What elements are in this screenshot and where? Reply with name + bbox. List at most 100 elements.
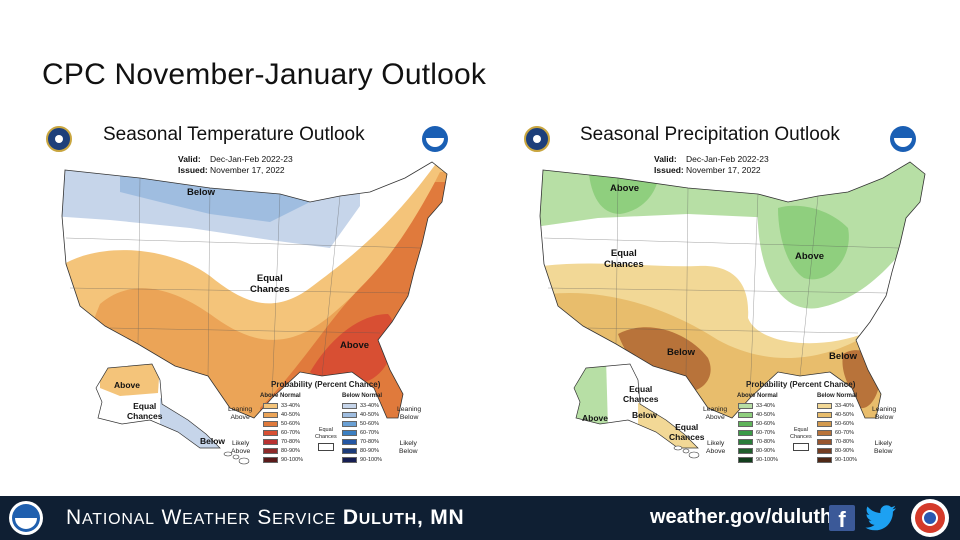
legend-row-below: 70-80% xyxy=(342,438,379,445)
legend-leaning-below: Leaning Below xyxy=(397,406,422,421)
legend-equal-chances: Equal Chances xyxy=(315,427,337,440)
label-above-great-lakes: Above xyxy=(795,251,825,262)
legend-range-label: 90-100% xyxy=(281,456,304,463)
footer-bar: NATIONAL WEATHER SERVICE DULUTH, MN weat… xyxy=(0,496,960,540)
issued-label: Issued: xyxy=(654,165,684,175)
legend-row-below: 33-40% xyxy=(342,402,379,409)
label-ak-below: Below xyxy=(632,410,658,420)
legend-range-label: 40-50% xyxy=(756,411,775,418)
legend-row-above: 80-90% xyxy=(263,447,300,454)
legend-row-above: 70-80% xyxy=(263,438,300,445)
label-below-southwest: Below xyxy=(667,347,695,358)
temperature-valid-block: Valid: Dec-Jan-Feb 2022-23 Issued: Novembe… xyxy=(178,154,293,176)
legend-title: Probability (Percent Chance) xyxy=(746,380,856,389)
legend-range-label: 90-100% xyxy=(360,456,383,463)
legend-swatch xyxy=(263,429,278,436)
legend-swatch xyxy=(342,456,357,463)
legend-range-label: 80-90% xyxy=(756,447,775,454)
commerce-seal-icon xyxy=(524,126,550,152)
legend-equal-swatch xyxy=(793,443,809,451)
legend-range-label: 60-70% xyxy=(281,429,300,436)
precipitation-panel-title: Seasonal Precipitation Outlook xyxy=(580,124,840,145)
legend-row-below: 50-60% xyxy=(817,420,854,427)
equal-chances-line2: Chances xyxy=(250,284,290,295)
temperature-outlook-panel: Seasonal Temperature Outlook Valid: Dec-J… xyxy=(10,118,485,490)
legend-swatch xyxy=(342,447,357,454)
label-below-southeast: Below xyxy=(829,351,857,362)
legend-equal-chances: Equal Chances xyxy=(790,427,812,440)
slide-title: CPC November-January Outlook xyxy=(42,58,487,91)
label-ak-below: Below xyxy=(200,436,226,446)
legend-row-above: 33-40% xyxy=(263,402,300,409)
label-ak-equal-chances: Equal Chances xyxy=(623,384,658,404)
legend-row-below: 70-80% xyxy=(817,438,854,445)
legend-row-below: 90-100% xyxy=(342,456,382,463)
legend-range-label: 70-80% xyxy=(360,438,379,445)
issued-value: November 17, 2022 xyxy=(686,165,761,175)
legend-row-above: 70-80% xyxy=(738,438,775,445)
legend-range-label: 70-80% xyxy=(756,438,775,445)
temperature-map xyxy=(61,161,448,465)
legend-swatch xyxy=(817,447,832,454)
label-ak-above: Above xyxy=(114,380,140,390)
legend-swatch xyxy=(817,411,832,418)
label-ak-above: Above xyxy=(582,413,608,423)
precipitation-valid-block: Valid: Dec-Jan-Feb 2022-23 Issued: Novembe… xyxy=(654,154,769,176)
legend-likely-above: Likely Above xyxy=(231,440,251,455)
legend-row-above: 90-100% xyxy=(738,456,778,463)
legend-row-below: 80-90% xyxy=(342,447,379,454)
legend-row-above: 40-50% xyxy=(738,411,775,418)
legend-row-above: 60-70% xyxy=(263,429,300,436)
label-hi-equal-chances: Equal Chances xyxy=(669,422,704,442)
equal-chances-line1: Equal xyxy=(256,273,283,284)
label-below-north: Below xyxy=(187,187,215,198)
legend-swatch xyxy=(263,420,278,427)
legend-row-above: 33-40% xyxy=(738,402,775,409)
legend-swatch xyxy=(342,429,357,436)
legend-range-label: 33-40% xyxy=(756,402,775,409)
legend-row-above: 90-100% xyxy=(263,456,303,463)
legend-row-below: 80-90% xyxy=(817,447,854,454)
precipitation-map xyxy=(539,161,926,459)
equal-chances-line1: Equal xyxy=(610,248,637,259)
ak-equal-line2: Chances xyxy=(623,394,659,404)
precipitation-legend: Probability (Percent Chance) Above Norma… xyxy=(700,380,910,485)
temperature-panel-title: Seasonal Temperature Outlook xyxy=(103,124,365,145)
legend-range-label: 70-80% xyxy=(281,438,300,445)
noaa-logo-icon xyxy=(9,501,43,535)
legend-swatch xyxy=(738,411,753,418)
facebook-icon[interactable]: f xyxy=(829,505,855,532)
legend-likely-above: Likely Above xyxy=(706,440,726,455)
nws-logo-icon xyxy=(911,499,949,537)
legend-swatch xyxy=(817,438,832,445)
label-ak-equal-chances: Equal Chances xyxy=(127,401,162,421)
twitter-icon[interactable] xyxy=(865,505,897,531)
issued-label: Issued: xyxy=(178,165,208,175)
legend-leaning-above: Leaning Above xyxy=(228,406,253,421)
legend-swatch xyxy=(342,411,357,418)
legend-row-above: 50-60% xyxy=(263,420,300,427)
legend-row-below: 90-100% xyxy=(817,456,857,463)
legend-swatch xyxy=(738,420,753,427)
legend-swatch xyxy=(817,402,832,409)
legend-swatch xyxy=(342,402,357,409)
footer-url-link[interactable]: weather.gov/duluth xyxy=(650,506,833,528)
legend-range-label: 80-90% xyxy=(360,447,379,454)
legend-row-above: 50-60% xyxy=(738,420,775,427)
legend-swatch xyxy=(263,447,278,454)
valid-value: Dec-Jan-Feb 2022-23 xyxy=(210,154,293,164)
ak-equal-line1: Equal xyxy=(133,401,157,411)
ak-equal-line2: Chances xyxy=(127,411,163,421)
noaa-logo-icon xyxy=(890,126,916,152)
legend-range-label: 50-60% xyxy=(281,420,300,427)
label-equal-chances: Equal Chances xyxy=(250,273,290,295)
legend-range-label: 33-40% xyxy=(360,402,379,409)
legend-leaning-below: Leaning Below xyxy=(872,406,897,421)
legend-swatch xyxy=(263,402,278,409)
legend-range-label: 50-60% xyxy=(756,420,775,427)
legend-swatch xyxy=(738,456,753,463)
legend-swatch xyxy=(817,420,832,427)
legend-row-below: 33-40% xyxy=(817,402,854,409)
legend-row-below: 60-70% xyxy=(817,429,854,436)
legend-range-label: 60-70% xyxy=(835,429,854,436)
